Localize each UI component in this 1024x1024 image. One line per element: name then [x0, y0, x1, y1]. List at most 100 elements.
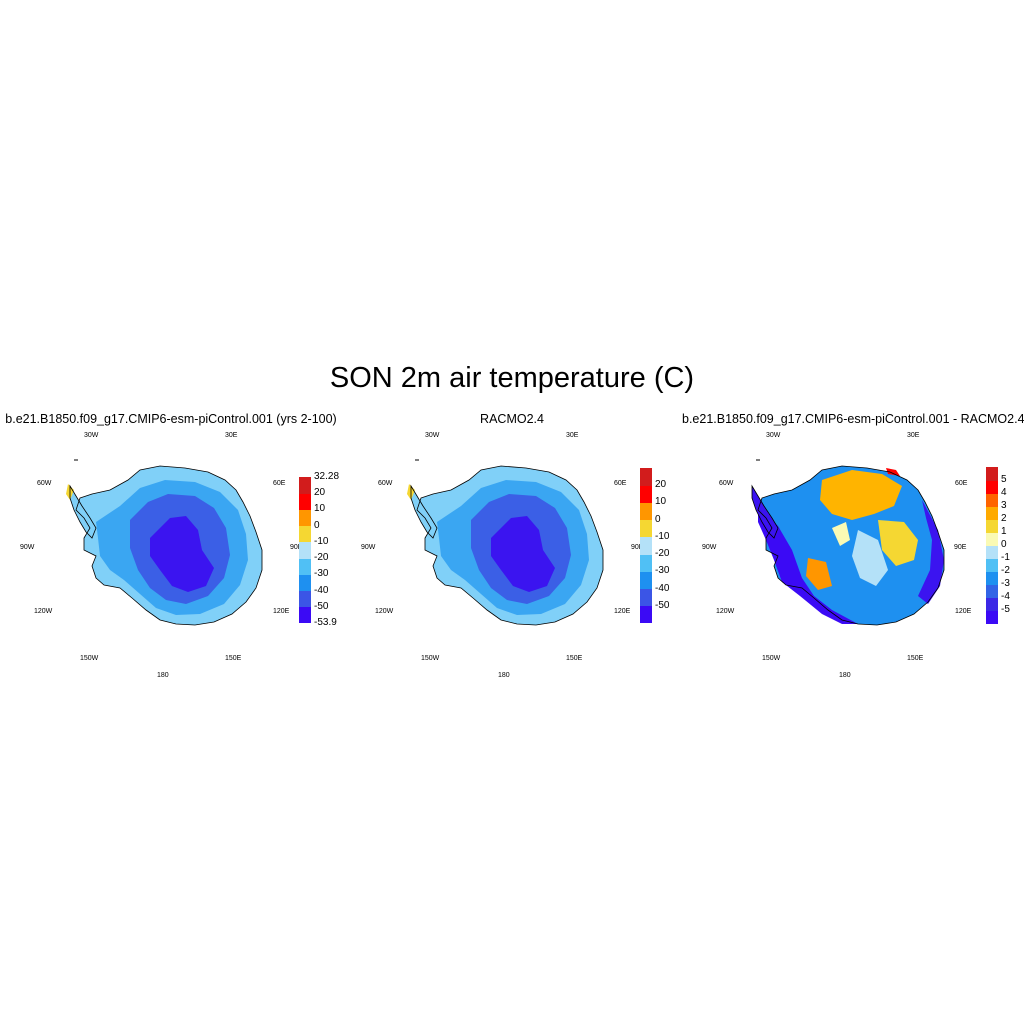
- lon-label-150e: 150E: [907, 655, 924, 662]
- colorbar-segment: [640, 554, 652, 572]
- coastline: [757, 465, 945, 626]
- panel-title: b.e21.B1850.f09_g17.CMIP6-esm-piControl.…: [682, 412, 1024, 426]
- lon-label-90e: 90E: [631, 544, 644, 551]
- colorbar-segment: [986, 519, 998, 533]
- lon-label-180: 180: [839, 672, 851, 679]
- colorbar-tick-label: -20: [655, 548, 670, 560]
- lon-label-120w: 120W: [716, 608, 735, 615]
- colorbar-tick-label: -1: [1001, 552, 1010, 563]
- diff-coast-hot: [886, 468, 900, 476]
- lon-label-30w: 30W: [766, 432, 781, 439]
- lon-label-90e: 90E: [954, 544, 967, 551]
- colorbar-tick-label: -10: [655, 530, 670, 542]
- colorbar-tick-label: -2: [1001, 565, 1010, 576]
- interior-cold-zone: [150, 516, 214, 592]
- colorbar-tick-label: 4: [1001, 487, 1007, 498]
- lon-label-60e: 60E: [955, 480, 968, 487]
- lon-label-30w: 30W: [84, 432, 99, 439]
- colorbar-segment: [986, 584, 998, 598]
- panel-diff: b.e21.B1850.f09_g17.CMIP6-esm-piControl.…: [682, 410, 1024, 700]
- colorbar-tick-label: -50: [655, 599, 670, 611]
- colorbar-segment: [986, 545, 998, 559]
- colorbar-tick-label: 5: [1001, 474, 1007, 485]
- lon-label-30e: 30E: [566, 432, 579, 439]
- diff-north-warm: [820, 470, 902, 520]
- lon-label-150w: 150W: [762, 655, 781, 662]
- colorbar-tick-label: 0: [314, 519, 320, 531]
- colorbar-tick-label: 3: [1001, 500, 1007, 511]
- lon-label-150e: 150E: [225, 655, 242, 662]
- colorbar-segment: [299, 477, 311, 494]
- colorbar-segment: [986, 480, 998, 494]
- colorbar-segment: [299, 574, 311, 592]
- interior-cold-zone: [491, 516, 555, 592]
- colorbar-tick-label: -50: [314, 600, 329, 612]
- diff-east-warm: [878, 520, 918, 566]
- colorbar-tick-label: 2: [1001, 513, 1007, 524]
- colorbar-segment: [640, 536, 652, 555]
- antarctica-map: [66, 459, 263, 626]
- lon-label-120e: 120E: [273, 608, 290, 615]
- coastline-peninsula: [751, 484, 779, 539]
- lon-label-150w: 150W: [80, 655, 99, 662]
- colorbar-segment: [299, 558, 311, 575]
- colorbar-segment: [640, 502, 652, 521]
- coastline: [416, 465, 604, 626]
- colorbar-segment: [299, 590, 311, 608]
- lon-label-180: 180: [157, 672, 169, 679]
- lon-label-60w: 60W: [378, 480, 393, 487]
- antarctica-map: [751, 459, 945, 626]
- colorbar-tick-label: 20: [655, 479, 667, 491]
- colorbar-segment: [640, 571, 652, 590]
- lon-label-180: 180: [498, 672, 510, 679]
- temperature-field: [66, 466, 262, 625]
- coastline-peninsula: [69, 484, 97, 539]
- lon-label-90w: 90W: [361, 544, 376, 551]
- colorbar-segment: [986, 467, 998, 481]
- lon-label-60e: 60E: [273, 480, 286, 487]
- colorbar-segment: [640, 605, 652, 624]
- lon-label-150w: 150W: [421, 655, 440, 662]
- lon-label-120w: 120W: [34, 608, 53, 615]
- colorbar-tick-label: -5: [1001, 604, 1010, 615]
- difference-field: [752, 466, 944, 625]
- colorbar-tick-label: 20: [314, 487, 326, 499]
- colorbar: -5 -4 -3 -2 -1 0 1 2 3 4 5: [986, 467, 1010, 624]
- lon-label-120w: 120W: [375, 608, 394, 615]
- colorbar-tick-label: -30: [655, 565, 670, 577]
- colorbar-segment: [299, 509, 311, 527]
- diff-peninsula: [752, 486, 778, 538]
- colorbar-tick-label: -53.9: [314, 617, 337, 628]
- colorbar-tick-label: 10: [655, 496, 667, 508]
- coastline: [75, 465, 263, 626]
- panel-title: RACMO2.4: [480, 412, 544, 426]
- peninsula-zone: [70, 486, 96, 538]
- colorbar-segment: [986, 597, 998, 611]
- colorbar: -53.9 -50 -40 -30 -20 -10 0 10 20 32.28: [299, 471, 339, 628]
- antarctica-map: [407, 459, 604, 626]
- lon-label-30e: 30E: [907, 432, 920, 439]
- colorbar-segment: [986, 558, 998, 572]
- colorbar-segment: [640, 468, 652, 486]
- lon-label-30e: 30E: [225, 432, 238, 439]
- diff-east-coast-cold: [918, 500, 944, 604]
- lon-label-60w: 60W: [37, 480, 52, 487]
- lon-label-150e: 150E: [566, 655, 583, 662]
- colorbar-segment: [986, 493, 998, 507]
- lon-label-60e: 60E: [614, 480, 627, 487]
- colorbar-tick-label: 32.28: [314, 471, 340, 482]
- colorbar-tick-label: -4: [1001, 591, 1010, 602]
- diff-spot-light: [832, 522, 850, 546]
- colorbar-tick-label: -10: [314, 535, 329, 547]
- lon-label-120e: 120E: [955, 608, 972, 615]
- lon-label-120e: 120E: [614, 608, 631, 615]
- diff-west-cold: [758, 506, 858, 624]
- peninsula-zone: [411, 486, 437, 538]
- colorbar-tick-label: -40: [655, 582, 670, 594]
- colorbar-segment: [640, 588, 652, 607]
- colorbar: -50 -40 -30 -20 -10 0 10 20: [640, 468, 669, 624]
- lon-label-30w: 30W: [425, 432, 440, 439]
- colorbar-tick-label: 1: [1001, 526, 1007, 537]
- colorbar-tick-label: -30: [314, 568, 329, 580]
- panel-obs: RACMO2.4 30W 30E 60W 60E 90W 90E 120W 12…: [341, 410, 683, 700]
